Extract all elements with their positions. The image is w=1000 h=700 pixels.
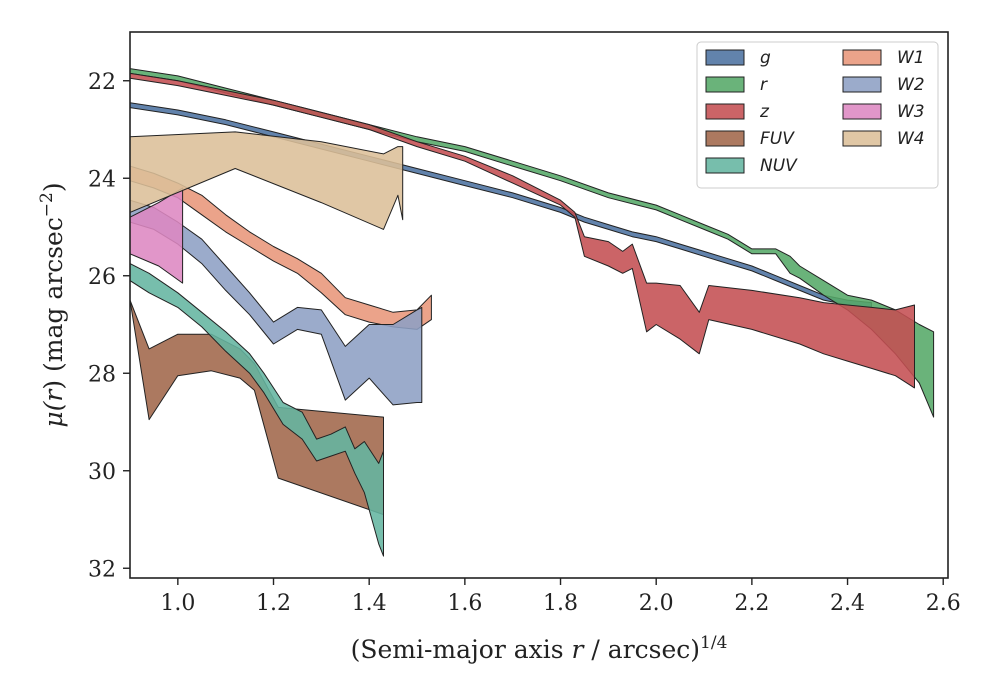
plot-frame bbox=[129, 31, 949, 579]
band-z bbox=[130, 72, 915, 389]
x-tick-label: 2.4 bbox=[830, 591, 865, 616]
legend-swatch-nuv bbox=[705, 157, 745, 174]
legend-label-w2: W2 bbox=[897, 75, 925, 95]
band-nuv bbox=[130, 263, 384, 557]
legend-label-g: g bbox=[760, 48, 771, 68]
y-axis: 22 24 26 28 30 32 bbox=[88, 70, 130, 582]
x-tick-label: 2.0 bbox=[639, 591, 674, 616]
x-tick-label: 1.8 bbox=[543, 591, 578, 616]
y-tick-label: 22 bbox=[88, 70, 116, 95]
x-tick-label: 2.6 bbox=[926, 591, 961, 616]
x-axis-label: (Semi-major axis r / arcsec)1/4 bbox=[351, 633, 728, 664]
y-axis-label: μ(r) (mag arcsec−2) bbox=[37, 182, 68, 427]
legend-label-w3: W3 bbox=[897, 102, 925, 122]
legend-swatch-w1 bbox=[842, 49, 882, 66]
y-tick-label: 24 bbox=[88, 167, 116, 192]
band-w3 bbox=[130, 187, 184, 284]
legend-swatch-r bbox=[705, 76, 745, 93]
legend-swatch-z bbox=[705, 103, 745, 120]
x-tick-label: 1.6 bbox=[447, 591, 482, 616]
y-tick-label: 28 bbox=[88, 362, 116, 387]
y-tick-label: 26 bbox=[88, 265, 116, 290]
legend-label-fuv: FUV bbox=[760, 129, 795, 149]
legend-swatch-w3 bbox=[842, 103, 882, 120]
legend-swatch-w4 bbox=[842, 130, 882, 147]
x-tick-label: 1.2 bbox=[256, 591, 291, 616]
band-w2 bbox=[130, 199, 423, 406]
legend-label-z: z bbox=[759, 102, 770, 122]
x-tick-label: 1.4 bbox=[352, 591, 387, 616]
x-tick-label: 1.0 bbox=[160, 591, 195, 616]
band-fuv bbox=[130, 299, 384, 516]
legend-swatch-g bbox=[705, 49, 745, 66]
legend-label-r: r bbox=[760, 75, 768, 95]
x-tick-label: 2.2 bbox=[734, 591, 769, 616]
legend: grz FUV NUV W1 W2 W3 W4 bbox=[696, 41, 939, 189]
legend-swatch-fuv bbox=[705, 130, 745, 147]
legend-label-w1: W1 bbox=[897, 48, 925, 68]
legend-label-nuv: NUV bbox=[760, 156, 798, 176]
x-axis: 1.0 1.2 1.4 1.6 1.8 2.0 2.2 2.4 2.6 bbox=[160, 578, 961, 616]
y-tick-label: 32 bbox=[88, 557, 116, 582]
series-bands bbox=[130, 68, 935, 557]
band-w1 bbox=[130, 165, 432, 330]
legend-label-w4: W4 bbox=[897, 129, 925, 149]
band-r bbox=[130, 68, 935, 418]
legend-swatch-w2 bbox=[842, 76, 882, 93]
band-w4 bbox=[130, 131, 404, 230]
y-tick-label: 30 bbox=[88, 460, 116, 485]
